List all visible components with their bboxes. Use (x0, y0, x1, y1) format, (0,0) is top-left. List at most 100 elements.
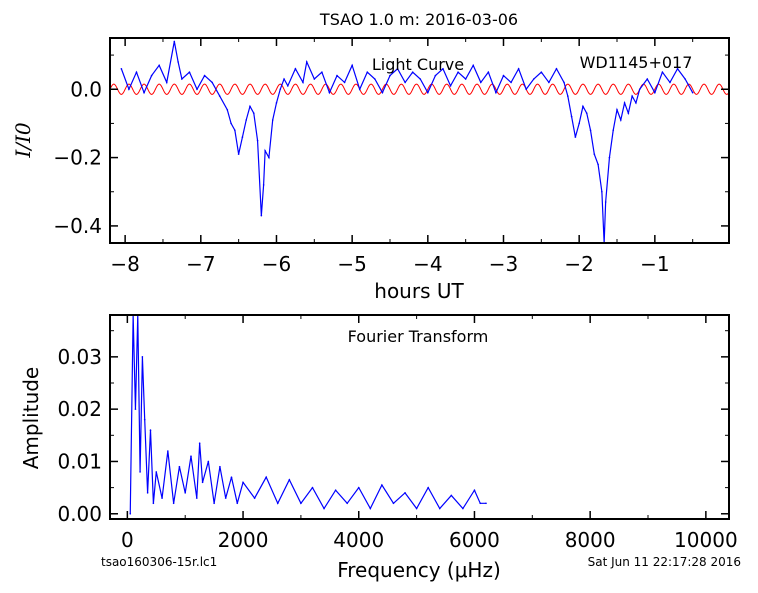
light-curve-point (619, 119, 622, 121)
light-curve-point (374, 78, 376, 80)
light-curve-point (196, 88, 198, 91)
fourier-point (161, 497, 163, 499)
light-curve-point (567, 95, 569, 97)
light-curve-point (294, 67, 297, 70)
light-curve-point (464, 78, 467, 80)
light-curve-point (260, 214, 263, 217)
light-curve-point (226, 108, 229, 111)
light-curve-x-tick-label: −8 (110, 252, 139, 276)
fourier-x-axis-label: Frequency (μHz) (337, 558, 501, 582)
light-curve-point (321, 71, 323, 73)
light-curve-y-tick-label: 0.0 (70, 77, 102, 101)
light-curve-point (287, 85, 289, 87)
fourier-point (190, 455, 192, 458)
light-curve-point (593, 153, 596, 155)
light-curve-plot-area (110, 40, 729, 243)
light-curve-point (262, 184, 265, 186)
fourier-point (149, 429, 152, 431)
fourier-point (438, 507, 441, 510)
light-curve-point (411, 71, 414, 73)
light-curve-point (203, 74, 206, 77)
target-name-annotation: WD1145+017 (580, 53, 693, 72)
light-curve-point (434, 74, 437, 77)
light-curve-y-axis-label: I/I0 (11, 122, 35, 159)
light-curve-point (234, 129, 236, 132)
light-curve-point (585, 112, 588, 114)
light-curve-series (120, 41, 694, 243)
light-curve-point (638, 88, 641, 91)
light-curve-point (597, 163, 599, 166)
light-curve-point (627, 112, 630, 114)
fourier-point (404, 492, 406, 494)
fourier-point (155, 471, 158, 473)
light-curve-point (635, 102, 637, 104)
light-curve-point (245, 119, 248, 121)
light-curve-point (256, 139, 259, 142)
fourier-point (288, 478, 291, 481)
fourier-point (427, 486, 429, 489)
fourier-point (415, 507, 418, 510)
fourier-point (213, 502, 215, 505)
light-curve-point (616, 108, 618, 111)
light-curve-point (646, 78, 649, 80)
light-curve-point (249, 105, 251, 108)
fourier-point (450, 494, 453, 497)
light-curve-point (150, 74, 153, 77)
fourier-point (195, 497, 198, 499)
light-curve-point (608, 156, 611, 159)
light-curve-point (241, 136, 244, 138)
light-curve-point (604, 201, 607, 203)
light-curve-point (389, 74, 391, 77)
light-curve-ticks: −8 −7 −6 −5 −4 −3 −2 −1 0.0 −0.2 −0.4 (53, 38, 729, 276)
light-curve-point (442, 67, 444, 70)
light-curve-x-tick-label: −7 (186, 252, 215, 276)
fourier-point (224, 497, 227, 499)
light-curve-point (669, 81, 671, 84)
light-curve-point (230, 122, 232, 125)
light-curve-point (654, 91, 656, 94)
fourier-point (236, 502, 239, 505)
fourier-point (253, 497, 256, 499)
light-curve-point (404, 81, 406, 84)
fourier-point (323, 507, 325, 510)
fourier-point (143, 418, 146, 421)
light-curve-point (419, 78, 422, 80)
light-curve-point (237, 153, 240, 155)
fourier-point (485, 502, 487, 505)
light-curve-point (589, 129, 592, 132)
fourier-frame (109, 314, 730, 520)
light-curve-point (396, 67, 399, 70)
light-curve-point (173, 40, 176, 43)
light-curve-point (510, 81, 512, 84)
fourier-point (139, 471, 141, 473)
light-curve-point (336, 74, 338, 77)
fourier-point (219, 465, 221, 468)
light-curve-point (578, 122, 580, 125)
light-curve-point (135, 71, 138, 73)
light-curve-point (302, 81, 304, 84)
light-curve-point (328, 91, 331, 94)
light-curve-point (358, 88, 361, 91)
light-curve-x-tick-label: −1 (640, 252, 669, 276)
light-curve-y-tick-label: −0.2 (53, 146, 102, 170)
fourier-point (146, 492, 149, 494)
light-curve-point (305, 61, 308, 63)
light-curve-point (449, 85, 452, 87)
fourier-point (230, 476, 233, 478)
fourier-x-tick-label: 0 (121, 528, 134, 552)
light-curve-point (548, 81, 550, 84)
fourier-point (357, 486, 360, 489)
fourier-point (381, 484, 383, 486)
fourier-y-tick-label: 0.00 (57, 502, 102, 526)
light-curve-point (177, 61, 179, 63)
light-curve-point (555, 67, 558, 70)
footer-filename: tsao160306-15r.lc1 (101, 555, 217, 569)
fourier-point (172, 502, 175, 505)
fourier-point (392, 502, 395, 505)
fourier-annotation: Fourier Transform (348, 327, 489, 346)
light-curve-x-tick-label: −6 (262, 252, 291, 276)
light-curve-point (279, 88, 282, 91)
fourier-x-tick-label: 6000 (449, 528, 500, 552)
fourier-point (479, 502, 482, 505)
